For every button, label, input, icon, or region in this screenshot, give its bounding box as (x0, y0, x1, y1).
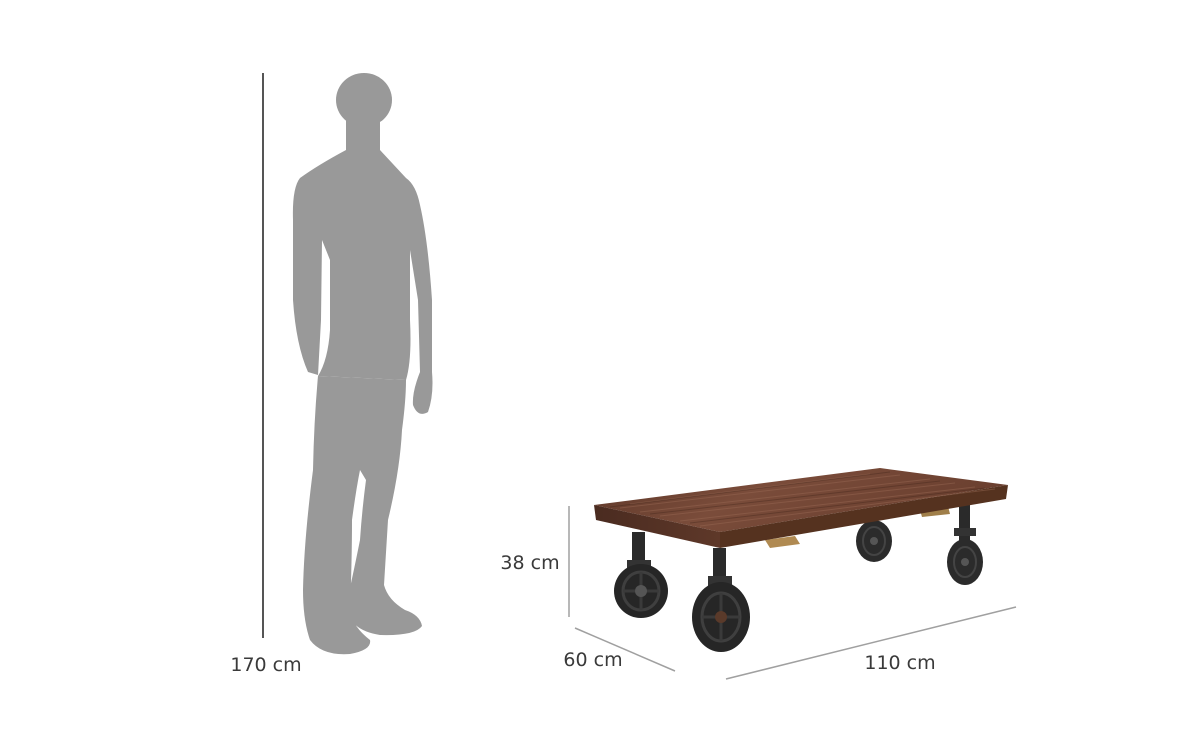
back-wheel-right (947, 500, 983, 585)
table-top (594, 468, 1008, 548)
table-height-label: 38 cm (500, 552, 559, 574)
front-wheel-right (692, 582, 750, 652)
back-wheel-left (856, 510, 892, 562)
person-height-label: 170 cm (230, 654, 301, 676)
person-silhouette (292, 73, 433, 655)
table-depth-label: 60 cm (563, 649, 622, 671)
front-wheel-left (614, 564, 668, 618)
table-width-line (725, 606, 1017, 680)
table-width-label: 110 cm (864, 652, 935, 674)
coffee-table (594, 468, 1008, 652)
table-depth-line (574, 627, 676, 672)
